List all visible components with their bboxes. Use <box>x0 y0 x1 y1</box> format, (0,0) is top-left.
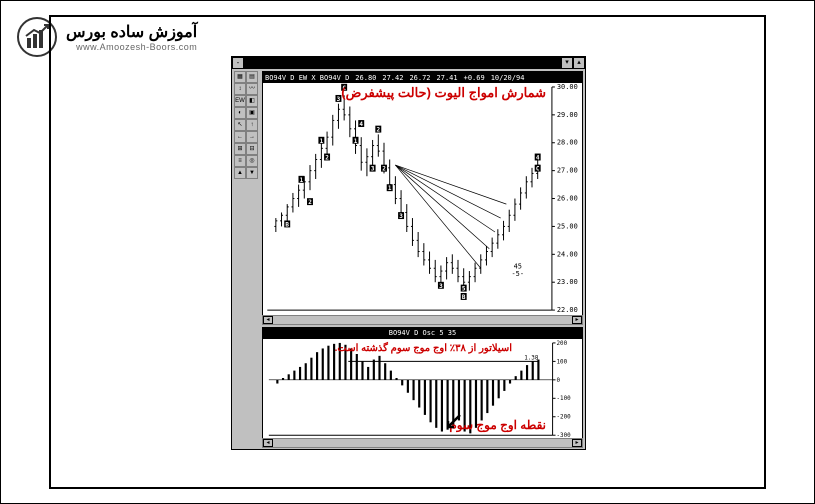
tool-btn-1[interactable]: ▦ <box>234 71 246 83</box>
svg-text:2: 2 <box>325 154 329 161</box>
overlay-peak-text: نقطه اوج موج سوم <box>449 418 546 432</box>
tool-btn-9[interactable]: ↖ <box>234 119 246 131</box>
ohlc-close: 27.41 <box>437 74 458 82</box>
osc-hscrollbar[interactable]: ◂ ▸ <box>262 438 583 448</box>
tool-btn-6[interactable]: ◧ <box>246 95 258 107</box>
svg-text:1: 1 <box>354 138 358 145</box>
svg-text:-5-: -5- <box>511 270 524 278</box>
svg-text:5: 5 <box>462 286 466 293</box>
svg-text:-200: -200 <box>557 415 572 421</box>
peak-arrow-icon <box>444 413 462 431</box>
svg-text:3: 3 <box>371 166 375 173</box>
vertical-toolbar: ▦ ▤ ↕ 〰 EW ◧ ◐ ▣ ↖ ↑ ← → ⊞ ⊟ ≡ ◎ ▲ ▼ <box>234 71 260 179</box>
tool-btn-13[interactable]: ⊞ <box>234 143 246 155</box>
ohlc-date: 10/20/94 <box>491 74 525 82</box>
svg-text:1: 1 <box>320 138 324 145</box>
app-titlebar[interactable]: - ▾ ▴ <box>232 57 585 69</box>
svg-text:4: 4 <box>359 121 363 128</box>
maximize-button[interactable]: ▴ <box>573 57 585 69</box>
price-chart-header: BO94V D EW X BO94V D 26.80 27.42 26.72 2… <box>263 72 582 83</box>
tool-btn-17[interactable]: ▲ <box>234 167 246 179</box>
svg-text:29.00: 29.00 <box>557 111 578 119</box>
svg-text:1: 1 <box>300 177 304 184</box>
ohlc-high: 27.42 <box>382 74 403 82</box>
tool-btn-3[interactable]: ↕ <box>234 83 246 95</box>
overlay-title-text: شمارش امواج الیوت (حالت پیشفرض) <box>341 85 546 101</box>
chart-symbol: BO94V D EW X BO94V D <box>265 74 349 82</box>
tool-btn-14[interactable]: ⊟ <box>246 143 258 155</box>
tool-btn-2[interactable]: ▤ <box>246 71 258 83</box>
scroll-right-icon[interactable]: ▸ <box>572 316 582 324</box>
svg-text:-100: -100 <box>557 396 572 402</box>
tool-btn-15[interactable]: ≡ <box>234 155 246 167</box>
charting-app-window: - ▾ ▴ ▦ ▤ ↕ 〰 EW ◧ ◐ ▣ ↖ ↑ ← → ⊞ ⊟ ≡ ◎ ▲… <box>231 56 586 450</box>
svg-text:30.00: 30.00 <box>557 83 578 91</box>
svg-text:200: 200 <box>557 341 568 347</box>
minimize-button[interactable]: ▾ <box>561 57 573 69</box>
price-chart-panel: BO94V D EW X BO94V D 26.80 27.42 26.72 2… <box>262 71 583 323</box>
svg-text:3: 3 <box>439 283 443 290</box>
system-menu-icon[interactable]: - <box>232 57 244 69</box>
svg-text:C: C <box>536 166 540 173</box>
page-frame: آموزش ساده بورس www.Amoozesh-Boors.com -… <box>0 0 815 504</box>
price-hscrollbar[interactable]: ◂ ▸ <box>262 315 583 325</box>
tool-btn-11[interactable]: ← <box>234 131 246 143</box>
tool-btn-4[interactable]: 〰 <box>246 83 258 95</box>
svg-text:2: 2 <box>308 199 312 206</box>
svg-text:22.00: 22.00 <box>557 306 578 314</box>
svg-text:0: 0 <box>557 378 561 384</box>
svg-text:27.00: 27.00 <box>557 167 578 175</box>
tool-btn-5[interactable]: EW <box>234 95 246 107</box>
tool-btn-12[interactable]: → <box>246 131 258 143</box>
tool-btn-8[interactable]: ▣ <box>246 107 258 119</box>
svg-text:1.38: 1.38 <box>524 355 539 361</box>
svg-text:B: B <box>462 294 466 301</box>
scroll-right-icon[interactable]: ▸ <box>572 439 582 447</box>
oscillator-panel: BO94V D Osc 5 35 -300-200-1000100200/945… <box>262 327 583 448</box>
ohlc-open: 26.80 <box>355 74 376 82</box>
svg-text:26.00: 26.00 <box>557 195 578 203</box>
tool-btn-16[interactable]: ◎ <box>246 155 258 167</box>
svg-text:3: 3 <box>337 96 341 103</box>
svg-text:1: 1 <box>388 185 392 192</box>
tool-btn-7[interactable]: ◐ <box>234 107 246 119</box>
tool-btn-10[interactable]: ↑ <box>246 119 258 131</box>
scroll-left-icon[interactable]: ◂ <box>263 316 273 324</box>
ohlc-change: +0.69 <box>464 74 485 82</box>
scroll-left-icon[interactable]: ◂ <box>263 439 273 447</box>
svg-text:3: 3 <box>399 213 403 220</box>
svg-text:45: 45 <box>514 262 522 270</box>
svg-text:2: 2 <box>377 127 381 134</box>
price-chart-svg[interactable]: 22.00 23.00 24.00 25.00 26.00 27.00 28.00 29.00… <box>263 83 582 322</box>
svg-text:28.00: 28.00 <box>557 139 578 147</box>
svg-text:2: 2 <box>382 166 386 173</box>
svg-text:25.00: 25.00 <box>557 222 578 230</box>
ohlc-low: 26.72 <box>409 74 430 82</box>
svg-text:B: B <box>285 221 289 228</box>
overlay-oscillator-text: اسیلاتور از ۳۸٪ اوج موج سوم گذشته است. <box>335 343 512 354</box>
svg-text:100: 100 <box>557 359 568 365</box>
oscillator-header: BO94V D Osc 5 35 <box>263 328 582 339</box>
tool-btn-18[interactable]: ▼ <box>246 167 258 179</box>
svg-text:23.00: 23.00 <box>557 278 578 286</box>
svg-text:4: 4 <box>536 154 540 161</box>
svg-text:24.00: 24.00 <box>557 250 578 258</box>
